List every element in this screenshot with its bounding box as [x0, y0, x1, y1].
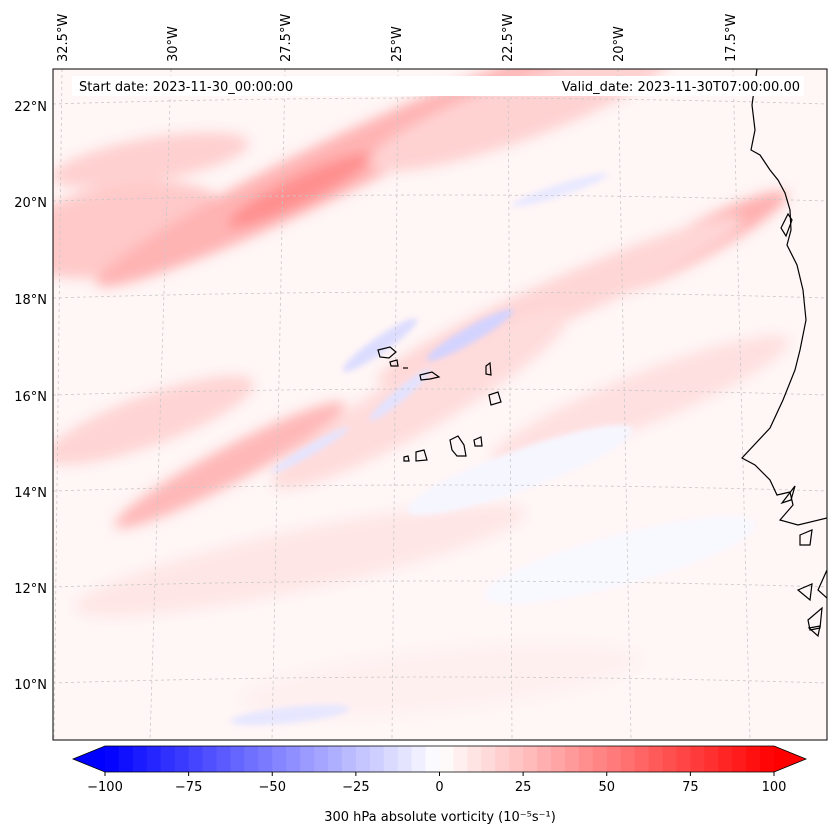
lon-tick-label: 27.5°W	[279, 14, 294, 62]
colorbar-step	[160, 746, 176, 772]
colorbar-tick-label: 50	[598, 780, 615, 795]
colorbar-ticks: −100 −75 −50 −25 0 25 50 75 100	[87, 772, 786, 795]
valid-date-label: Valid_date: 2023-11-30T07:00:00.00	[562, 80, 800, 95]
start-date-label: Start date: 2023-11-30_00:00:00	[79, 80, 293, 95]
lat-tick-label: 14°N	[14, 486, 47, 501]
map-gridlines	[53, 69, 827, 740]
colorbar-step	[105, 746, 120, 772]
colorbar-step	[690, 746, 705, 772]
lon-tick-label: 20°W	[612, 26, 627, 62]
colorbar-step	[578, 746, 594, 772]
colorbar-step	[509, 746, 524, 772]
start-date-box	[72, 76, 302, 96]
lat-tick-label: 20°N	[14, 196, 47, 211]
lon-tick-label: 25°W	[390, 26, 405, 62]
colorbar-step	[383, 746, 399, 772]
colorbar-step	[300, 746, 315, 772]
colorbar-step	[258, 746, 273, 772]
colorbar-step	[564, 746, 580, 772]
colorbar-step	[746, 746, 761, 772]
colorbar-step	[132, 746, 148, 772]
colorbar-step	[620, 746, 636, 772]
colorbar-step	[467, 746, 482, 772]
colorbar-step	[676, 746, 691, 772]
lon-tick-label: 22.5°W	[501, 14, 516, 62]
colorbar-extend-max	[774, 746, 806, 772]
colorbar-step	[188, 746, 204, 772]
colorbar-step	[202, 746, 218, 772]
colorbar-step	[495, 746, 510, 772]
colorbar-step	[481, 746, 496, 772]
lat-tick-label: 10°N	[14, 678, 47, 693]
colorbar-tick-label: −100	[87, 780, 123, 795]
colorbar-step	[244, 746, 259, 772]
lat-tick-label: 22°N	[14, 100, 47, 115]
colorbar-step	[146, 746, 162, 772]
colorbar: −100 −75 −50 −25 0 25 50 75 100 300 hPa absolute…	[71, 745, 808, 825]
colorbar-step	[369, 746, 385, 772]
valid-date-box	[532, 76, 804, 96]
colorbar-tick-label: −75	[175, 780, 202, 795]
map-frame	[52, 68, 828, 741]
colorbar-step	[286, 746, 301, 772]
colorbar-step	[118, 746, 134, 772]
colorbar-tick-label: 25	[515, 780, 532, 795]
colorbar-step	[397, 746, 413, 772]
vorticity-field	[53, 69, 789, 717]
lat-tick-label: 12°N	[14, 582, 47, 597]
colorbar-step	[704, 746, 719, 772]
colorbar-step	[718, 746, 733, 772]
colorbar-step	[662, 746, 678, 772]
colorbar-step	[648, 746, 664, 772]
colorbar-tick-label: 75	[682, 780, 699, 795]
lon-tick-label: 17.5°W	[724, 14, 739, 62]
colorbar-tick-label: 0	[435, 780, 443, 795]
colorbar-step	[341, 746, 357, 772]
longitude-labels: 32.5°W 30°W 27.5°W 25°W 22.5°W 20°W 17.5…	[56, 14, 739, 62]
colorbar-step	[328, 746, 343, 772]
coastline	[377, 69, 827, 638]
colorbar-step	[174, 746, 190, 772]
colorbar-extend-min	[73, 746, 105, 772]
colorbar-tick-label: −50	[259, 780, 286, 795]
colorbar-step	[592, 746, 608, 772]
lon-tick-label: 30°W	[166, 26, 181, 62]
colorbar-step	[355, 746, 371, 772]
colorbar-step	[216, 746, 232, 772]
colorbar-step	[606, 746, 622, 772]
colorbar-label: 300 hPa absolute vorticity (10⁻⁵s⁻¹)	[324, 810, 556, 825]
lon-tick-label: 32.5°W	[56, 14, 71, 62]
colorbar-step	[439, 746, 455, 772]
colorbar-step	[760, 746, 775, 772]
colorbar-step	[425, 746, 441, 772]
colorbar-step	[411, 746, 427, 772]
colorbar-tick-label: 100	[762, 780, 787, 795]
colorbar-step	[551, 746, 566, 772]
colorbar-step	[523, 746, 538, 772]
colorbar-step	[314, 746, 329, 772]
colorbar-step	[732, 746, 747, 772]
colorbar-step	[230, 746, 245, 772]
colorbar-step	[272, 746, 287, 772]
lat-tick-label: 18°N	[14, 293, 47, 308]
vorticity-map	[53, 69, 827, 740]
colorbar-steps	[105, 746, 775, 772]
lat-tick-label: 16°N	[14, 390, 47, 405]
latitude-labels: 22°N 20°N 18°N 16°N 14°N 12°N 10°N	[14, 100, 47, 693]
colorbar-step	[634, 746, 650, 772]
colorbar-step	[537, 746, 552, 772]
colorbar-step	[453, 746, 468, 772]
colorbar-tick-label: −25	[342, 780, 369, 795]
